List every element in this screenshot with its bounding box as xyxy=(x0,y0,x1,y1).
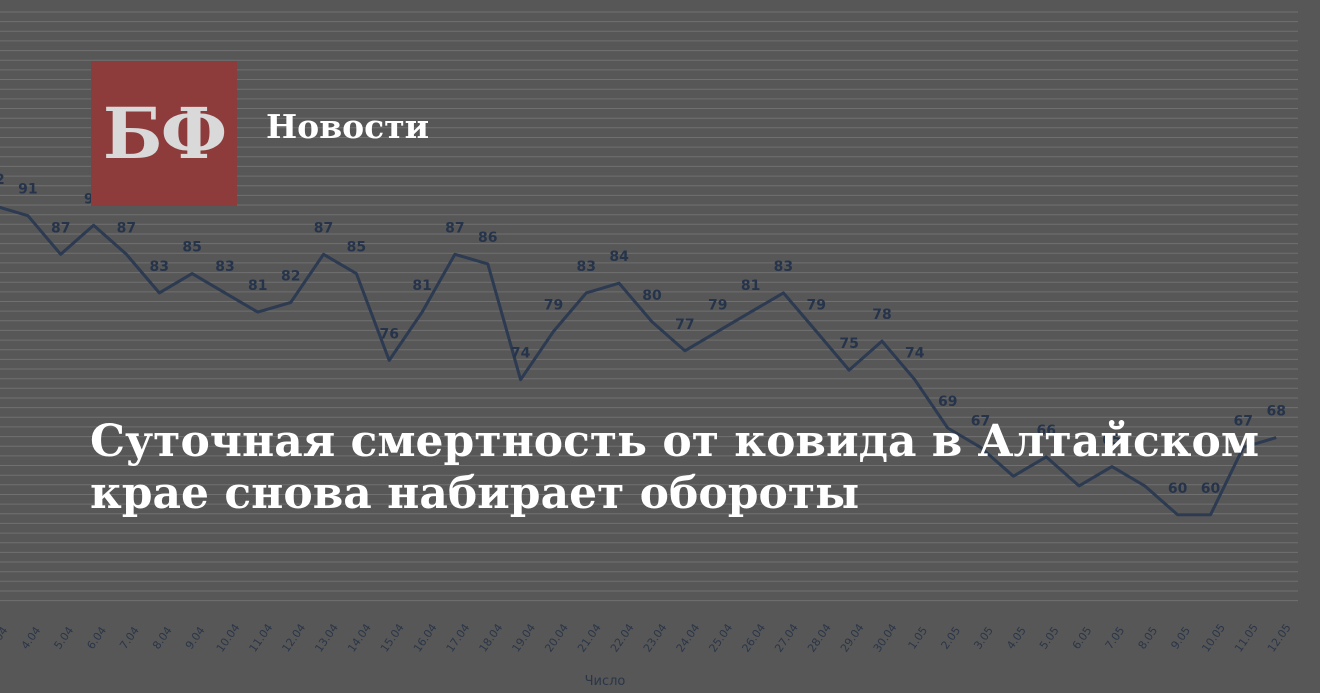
x-tick-label: 1.05 xyxy=(906,624,931,652)
x-tick-label: 25.04 xyxy=(706,621,735,654)
x-tick-labels: 3.04 4.04 5.04 6.04 7.04 8.04 9.04 10.04 11.04 12… xyxy=(0,621,1294,654)
value-label: 83 xyxy=(215,259,234,275)
value-label: 81 xyxy=(412,278,431,294)
x-tick-label: 7.05 xyxy=(1103,624,1128,652)
value-label: 85 xyxy=(347,240,366,256)
value-label: 60 xyxy=(1168,481,1188,497)
value-label: 91 xyxy=(18,182,37,198)
x-tick-label: 10.05 xyxy=(1199,621,1228,654)
x-tick-label: 29.04 xyxy=(838,621,867,654)
section-label[interactable]: Новости xyxy=(266,107,430,146)
value-label: 85 xyxy=(182,240,201,256)
x-tick-label: 26.04 xyxy=(739,621,768,654)
x-tick-label: 11.04 xyxy=(247,621,276,654)
x-tick-label: 4.04 xyxy=(19,624,44,652)
value-label: 87 xyxy=(117,220,136,236)
x-tick-label: 8.05 xyxy=(1136,624,1161,652)
value-label: 83 xyxy=(577,259,596,275)
value-label: 66 xyxy=(1036,423,1055,439)
x-tick-label: 19.04 xyxy=(509,621,538,654)
value-label: 79 xyxy=(807,297,826,313)
x-tick-label: 28.04 xyxy=(805,621,834,654)
value-label: 87 xyxy=(314,220,333,236)
x-tick-label: 13.04 xyxy=(312,621,341,654)
value-label: 83 xyxy=(150,259,169,275)
x-tick-label: 24.04 xyxy=(674,621,703,654)
x-tick-label: 10.04 xyxy=(214,621,243,654)
x-tick-label: 15.04 xyxy=(378,621,407,654)
x-tick-label: 18.04 xyxy=(477,621,506,654)
bf-logo[interactable]: БФ xyxy=(91,61,237,206)
x-tick-label: 14.04 xyxy=(345,621,374,654)
value-label: 69 xyxy=(938,394,957,410)
x-tick-label: 8.04 xyxy=(150,624,175,652)
x-tick-label: 21.04 xyxy=(575,621,604,654)
series-line xyxy=(0,205,1277,517)
value-label: 68 xyxy=(1266,404,1285,420)
x-tick-label: 5.04 xyxy=(51,624,76,652)
value-label: 81 xyxy=(741,278,760,294)
value-label: 78 xyxy=(872,307,891,323)
x-tick-label: 30.04 xyxy=(871,621,900,654)
x-tick-label: 12.04 xyxy=(279,621,308,654)
logo-text: БФ xyxy=(102,91,227,175)
x-tick-label: 20.04 xyxy=(542,621,571,654)
x-tick-label: 23.04 xyxy=(641,621,670,654)
value-label: 75 xyxy=(839,336,858,352)
value-label: 67 xyxy=(971,413,990,429)
x-tick-label: 5.05 xyxy=(1037,624,1062,652)
x-tick-label: 3.05 xyxy=(971,624,996,652)
value-label: 77 xyxy=(675,317,694,333)
value-label: 84 xyxy=(609,249,629,265)
x-tick-label: 17.04 xyxy=(444,621,473,654)
x-tick-label: 9.05 xyxy=(1168,624,1193,652)
x-tick-label: 11.05 xyxy=(1232,621,1261,654)
value-label: 82 xyxy=(281,269,300,285)
value-label: 76 xyxy=(379,326,398,342)
value-label: 74 xyxy=(905,346,925,362)
value-label: 65 xyxy=(1102,433,1121,449)
value-labels: 9291879087838583818287857681878674798384… xyxy=(0,172,1286,497)
value-label: 74 xyxy=(511,346,531,362)
value-label: 87 xyxy=(445,220,464,236)
x-tick-label: 4.05 xyxy=(1004,624,1029,652)
value-label: 81 xyxy=(248,278,267,294)
x-tick-label: 16.04 xyxy=(411,621,440,654)
value-label: 79 xyxy=(708,297,727,313)
x-tick-label: 6.05 xyxy=(1070,624,1095,652)
value-label: 79 xyxy=(544,297,563,313)
headline[interactable]: Суточная смертность от ковида в Алтайско… xyxy=(90,416,1260,519)
x-tick-label: 9.04 xyxy=(183,624,208,652)
x-tick-label: 2.05 xyxy=(938,624,963,652)
x-tick-label: 22.04 xyxy=(608,621,637,654)
x-tick-label: 7.04 xyxy=(117,624,142,652)
value-label: 92 xyxy=(0,172,5,188)
value-label: 60 xyxy=(1201,481,1221,497)
x-tick-label: 6.04 xyxy=(84,624,109,652)
value-label: 67 xyxy=(1234,413,1253,429)
value-label: 80 xyxy=(642,288,662,304)
value-label: 86 xyxy=(478,230,497,246)
x-tick-label: 27.04 xyxy=(772,621,801,654)
x-tick-label: 3.04 xyxy=(0,624,10,652)
x-axis-label: Число xyxy=(585,674,626,689)
x-tick-label: 12.05 xyxy=(1265,621,1294,654)
value-label: 87 xyxy=(51,220,70,236)
value-label: 83 xyxy=(774,259,793,275)
